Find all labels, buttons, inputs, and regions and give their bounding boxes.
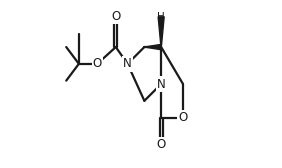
Polygon shape xyxy=(144,44,161,50)
Text: H: H xyxy=(157,12,165,22)
Text: N: N xyxy=(157,77,166,91)
Text: O: O xyxy=(93,57,102,70)
Polygon shape xyxy=(158,17,164,47)
Text: N: N xyxy=(123,57,132,70)
Text: O: O xyxy=(111,10,120,23)
Text: O: O xyxy=(179,111,188,124)
Text: O: O xyxy=(157,138,166,151)
